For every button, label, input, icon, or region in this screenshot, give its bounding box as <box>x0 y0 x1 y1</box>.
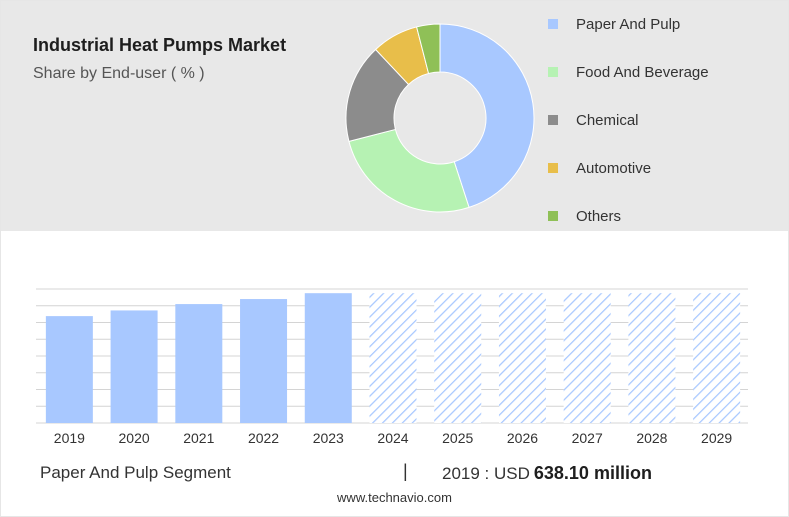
bar-2022 <box>240 299 288 423</box>
bar-2019 <box>45 316 93 423</box>
donut-slice-others <box>416 23 441 75</box>
forecast-bar-2029 <box>693 293 741 423</box>
forecast-bar-2027 <box>563 293 611 423</box>
legend-label: Chemical <box>576 111 639 129</box>
legend-label: Automotive <box>576 159 652 177</box>
legend-label: Paper And Pulp <box>576 15 681 33</box>
x-tick-label: 2019 <box>54 430 85 446</box>
x-tick-label: 2029 <box>701 430 732 446</box>
bar-2020 <box>110 310 158 423</box>
legend-swatch <box>548 163 558 173</box>
forecast-bar-2026 <box>498 293 546 423</box>
donut-slice-paper-and-pulp <box>439 23 535 209</box>
chart-subtitle: Share by End-user ( % ) <box>33 65 205 82</box>
donut-chart <box>345 23 535 213</box>
x-tick-label: 2025 <box>442 430 473 446</box>
legend-swatch <box>548 211 558 221</box>
forecast-bar-2025 <box>434 293 482 423</box>
x-tick-label: 2026 <box>507 430 538 446</box>
x-tick-label: 2022 <box>248 430 279 446</box>
legend-item-others: Others <box>548 206 621 226</box>
legend-item-automotive: Automotive <box>548 158 651 178</box>
bar-2021 <box>175 304 223 423</box>
x-tick-label: 2020 <box>119 430 150 446</box>
source-link[interactable]: www.technavio.com <box>337 490 452 505</box>
segment-value: 638.10 million <box>533 463 652 483</box>
legend-swatch <box>548 115 558 125</box>
x-tick-label: 2021 <box>183 430 214 446</box>
legend-item-food-and-beverage: Food And Beverage <box>548 62 709 82</box>
bar-2023 <box>304 293 352 423</box>
forecast-bar-2028 <box>628 293 676 423</box>
legend-label: Food And Beverage <box>576 63 709 81</box>
segment-year-prefix: 2019 : USD <box>442 464 530 483</box>
footer-separator: | <box>403 461 408 481</box>
bar-chart: 2019 2020 2021 2022 2023 2024 2025 2026 2027 2028… <box>36 288 748 446</box>
legend-swatch <box>548 67 558 77</box>
legend-item-paper-and-pulp: Paper And Pulp <box>548 14 680 34</box>
x-tick-label: 2028 <box>636 430 667 446</box>
forecast-bar-2024 <box>369 293 417 423</box>
x-tick-label: 2027 <box>572 430 603 446</box>
donut-slice-food-and-beverage <box>348 128 470 213</box>
segment-label: Paper And Pulp Segment <box>40 463 231 482</box>
chart-title: Industrial Heat Pumps Market <box>33 35 287 55</box>
segment-value-row: 2019 : USD 638.10 million <box>442 463 652 484</box>
x-tick-label: 2023 <box>313 430 344 446</box>
x-tick-label: 2024 <box>377 430 408 446</box>
legend-label: Others <box>576 207 622 225</box>
legend-item-chemical: Chemical <box>548 110 639 130</box>
legend-swatch <box>548 19 558 29</box>
